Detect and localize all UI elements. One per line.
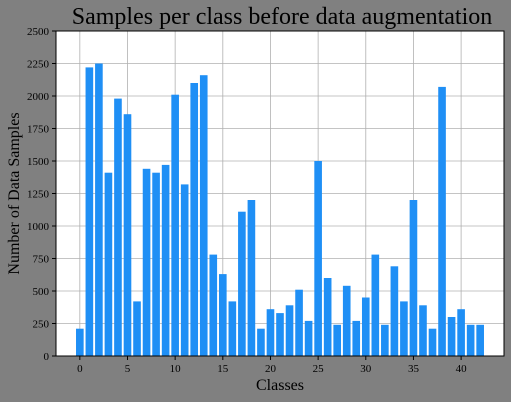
y-tick-label: 750 xyxy=(33,254,50,266)
x-tick-label: 30 xyxy=(360,363,372,375)
y-tick-label: 1750 xyxy=(27,124,50,136)
bar-class-28 xyxy=(342,285,351,356)
y-tick-label: 2000 xyxy=(27,91,50,103)
bar-class-41 xyxy=(466,324,475,356)
y-tick-label: 1250 xyxy=(27,189,50,201)
bar-class-16 xyxy=(228,301,237,356)
x-tick-label: 40 xyxy=(456,363,468,375)
bar-class-5 xyxy=(123,114,132,356)
bar-class-25 xyxy=(314,161,322,356)
bar-class-14 xyxy=(209,254,218,356)
y-tick-label: 0 xyxy=(44,351,50,363)
bar-class-21 xyxy=(276,313,284,356)
bar-class-40 xyxy=(457,309,465,356)
x-tick-label: 10 xyxy=(170,363,182,375)
bar-class-27 xyxy=(333,324,342,356)
bar-class-7 xyxy=(142,168,151,356)
x-tick-label: 20 xyxy=(265,363,277,375)
x-axis-ticks: 0 5 10 15 20 25 30 35 40 xyxy=(77,356,467,375)
bar-class-24 xyxy=(304,320,313,356)
bar-class-35 xyxy=(409,200,418,356)
bar-class-32 xyxy=(381,324,389,356)
bar-class-38 xyxy=(438,86,446,357)
y-tick-label: 2500 xyxy=(27,26,50,38)
chart-title: Samples per class before data augmentati… xyxy=(72,4,493,30)
bar-class-26 xyxy=(323,278,332,356)
bar-class-39 xyxy=(447,317,456,356)
y-tick-label: 2250 xyxy=(27,59,50,71)
y-tick-label: 250 xyxy=(33,319,50,331)
bar-class-4 xyxy=(114,98,122,356)
bar-class-34 xyxy=(400,301,408,356)
x-tick-label: 15 xyxy=(217,363,229,375)
bar-class-29 xyxy=(352,320,361,356)
x-tick-label: 25 xyxy=(313,363,325,375)
bar-class-20 xyxy=(266,309,275,356)
x-tick-label: 35 xyxy=(408,363,420,375)
bar-class-42 xyxy=(476,324,484,356)
bar-class-3 xyxy=(104,172,113,356)
bar-class-36 xyxy=(419,305,427,356)
bar-class-30 xyxy=(361,297,370,356)
x-tick-label: 0 xyxy=(77,363,83,375)
bar-class-22 xyxy=(285,305,294,356)
bar-class-1 xyxy=(85,67,94,357)
bar-class-6 xyxy=(133,301,141,356)
y-tick-label: 1000 xyxy=(27,221,50,233)
x-tick-label: 5 xyxy=(125,363,131,375)
bar-class-17 xyxy=(238,211,246,356)
bar-class-19 xyxy=(257,328,265,356)
bar-class-11 xyxy=(180,184,189,356)
bar-class-9 xyxy=(161,164,170,356)
bar-class-8 xyxy=(152,172,160,356)
y-axis-label: Number of Data Samples xyxy=(6,112,23,274)
bar-class-10 xyxy=(171,94,179,356)
bars xyxy=(76,63,484,357)
bar-class-31 xyxy=(371,254,380,356)
bar-class-33 xyxy=(390,266,399,356)
bar-class-2 xyxy=(95,63,103,356)
bar-class-37 xyxy=(428,328,437,356)
y-axis-ticks: 0 250 500 750 1000 1250 1500 1750 2000 2250 2500 xyxy=(27,26,56,363)
bar-class-12 xyxy=(190,83,199,356)
bar-class-0 xyxy=(76,328,84,356)
bar-class-18 xyxy=(247,200,256,356)
bar-class-13 xyxy=(199,75,208,356)
x-axis-label: Classes xyxy=(256,377,304,394)
bar-class-15 xyxy=(218,274,227,356)
y-tick-label: 1500 xyxy=(27,156,50,168)
y-tick-label: 500 xyxy=(33,286,50,298)
bar-class-23 xyxy=(295,289,303,356)
